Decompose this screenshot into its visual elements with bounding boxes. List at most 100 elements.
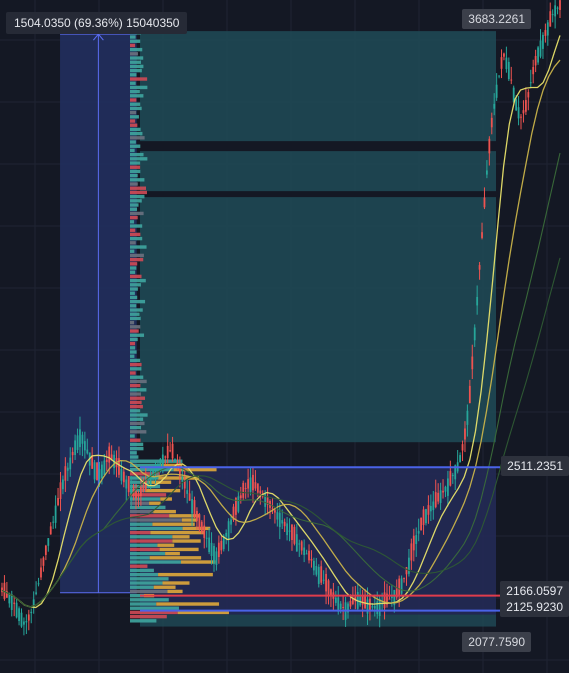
profile-bar [130, 115, 139, 119]
profile-bar-value [152, 522, 195, 526]
profile-bar [130, 148, 135, 153]
profile-bar-value [158, 572, 213, 577]
candle-body [203, 525, 206, 538]
candle-body [534, 55, 537, 66]
profile-bar [130, 270, 136, 274]
candle-body [171, 443, 174, 459]
profile-bar [130, 526, 183, 531]
candle-body [10, 594, 13, 610]
candle-body [559, 0, 561, 10]
profile-bar [130, 257, 144, 262]
candle-body [71, 451, 74, 456]
candle-body [244, 488, 247, 490]
profile-bar [130, 291, 135, 295]
profile-bar [130, 131, 143, 136]
profile-bar [130, 610, 178, 615]
candle-body [196, 510, 198, 522]
candle-body [461, 444, 464, 451]
candle-body [398, 578, 401, 596]
profile-bar-value [153, 585, 176, 589]
candle-body [473, 327, 476, 341]
candle-body [81, 434, 84, 444]
candle-body [468, 385, 471, 404]
profile-bar [130, 568, 154, 573]
profile-bar [130, 262, 138, 266]
candle-body [315, 565, 318, 575]
candle-body [522, 110, 525, 114]
candle-body [40, 567, 42, 578]
candle-body [434, 492, 437, 508]
candle-body [422, 509, 425, 525]
profile-bar [130, 379, 147, 384]
candle-body [439, 490, 442, 503]
profile-bar [130, 299, 146, 304]
profile-bar [130, 341, 136, 346]
profile-bar [130, 165, 141, 169]
profile-bar [130, 123, 138, 127]
candle-body [537, 47, 539, 63]
profile-bar-value [156, 602, 220, 606]
candle-body [259, 490, 262, 494]
candle-body [532, 67, 535, 75]
candle-body [520, 116, 522, 118]
candle-body [349, 600, 352, 607]
candle-body [395, 587, 398, 598]
measure-arrow-head [92, 33, 104, 41]
candle-body [242, 482, 245, 498]
candle-body [225, 532, 228, 537]
price-tag-level3: 2125.9230 [500, 597, 569, 617]
profile-bar [130, 325, 141, 329]
profile-bar [130, 493, 167, 497]
candle-body [466, 410, 469, 425]
profile-bar [130, 152, 144, 157]
candle-body [252, 474, 254, 491]
profile-bar [130, 476, 158, 480]
candle-body [420, 517, 423, 531]
candle-body [291, 524, 293, 541]
candle-body [512, 87, 515, 102]
zone-gap [140, 191, 496, 198]
candle-body [386, 593, 388, 605]
profile-bar [130, 89, 140, 94]
profile-bar [130, 539, 173, 543]
candle-body [139, 487, 142, 496]
profile-bar [130, 337, 138, 342]
profile-bar [130, 400, 142, 405]
candle-body [125, 479, 128, 489]
profile-bar [130, 501, 150, 505]
candle-body [410, 543, 413, 561]
candle-body [76, 435, 79, 450]
candle-body [500, 57, 503, 69]
candle-body [32, 599, 35, 609]
profile-bar [130, 467, 174, 472]
measure-tool[interactable] [60, 33, 137, 594]
candle-body [305, 553, 308, 555]
candle-body [74, 440, 77, 456]
profile-bar [130, 371, 136, 375]
candle-body [54, 505, 57, 523]
profile-bar [130, 362, 142, 367]
candle-body [347, 603, 349, 613]
moving-average-line [1, 59, 561, 608]
profile-bar [130, 203, 139, 207]
measure-label: 1504.0350 (69.36%) 15040350 [6, 12, 188, 34]
candle-body [256, 483, 259, 493]
candle-body [108, 446, 111, 463]
candle-body [476, 296, 479, 306]
profile-bar [130, 438, 141, 442]
candle-body [264, 494, 267, 507]
candle-body [483, 197, 486, 208]
profile-bar [130, 182, 138, 186]
candle-body [529, 82, 532, 84]
candle-body [118, 458, 120, 475]
profile-bar [130, 606, 179, 610]
profile-bar [130, 119, 136, 123]
profile-bar [130, 619, 157, 623]
candle-body [539, 40, 542, 57]
profile-bar [130, 581, 163, 585]
candle-body [159, 458, 162, 471]
candle-body [271, 508, 274, 510]
price-tag-top: 3683.2261 [462, 9, 531, 29]
candle-body [485, 170, 488, 175]
